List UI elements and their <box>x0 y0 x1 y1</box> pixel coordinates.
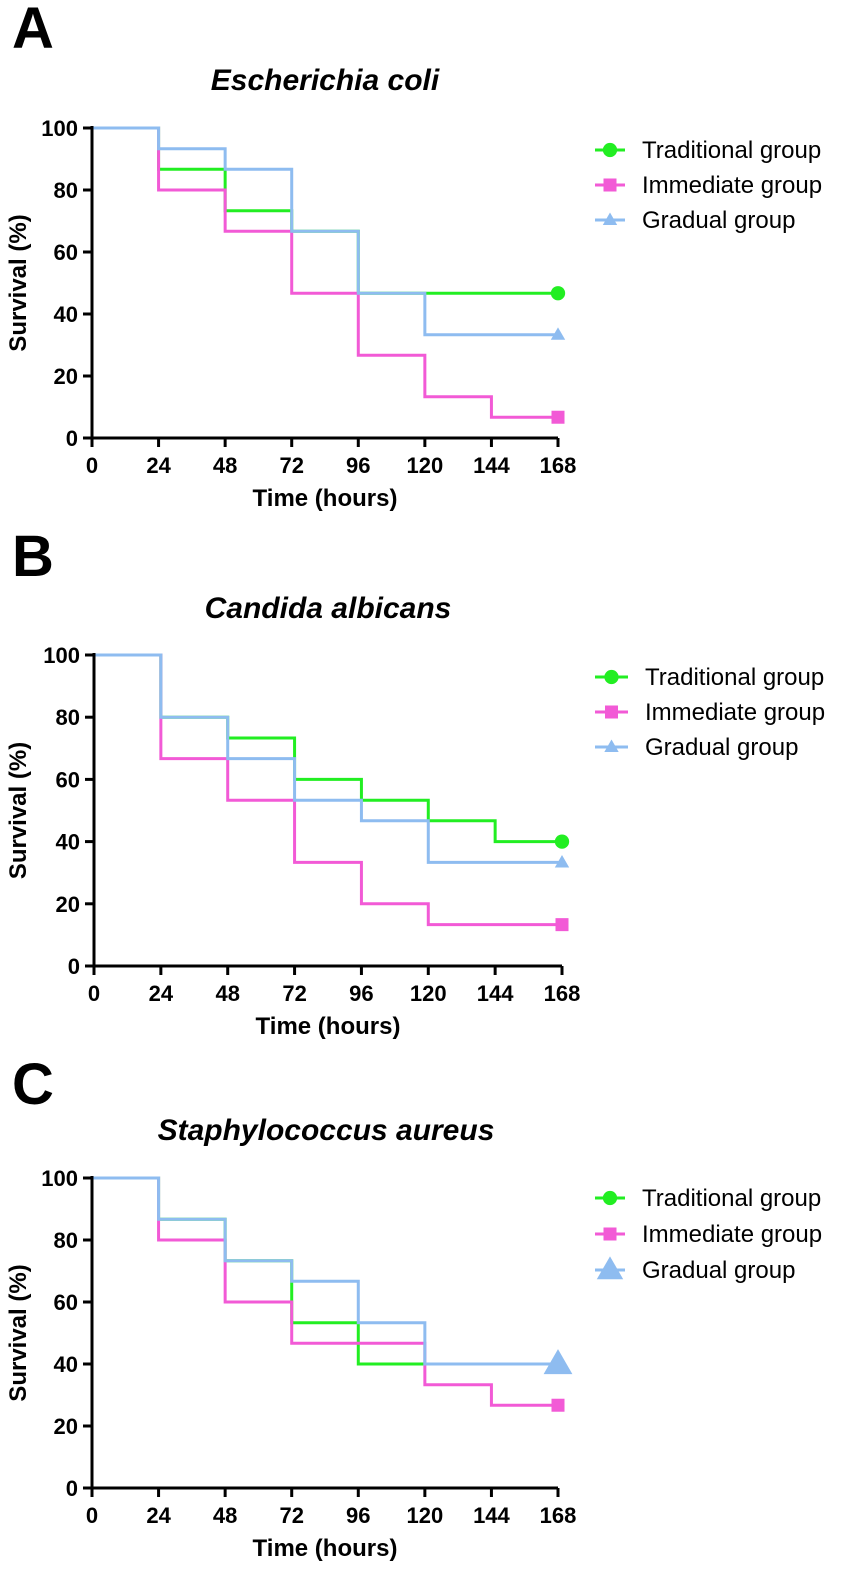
series-end-marker <box>543 1349 573 1375</box>
x-tick-label: 24 <box>146 453 171 478</box>
y-tick-label: 80 <box>56 705 80 730</box>
legend: Traditional group Immediate group Gradual … <box>595 137 822 234</box>
legend-marker <box>604 669 619 685</box>
x-tick-label: 48 <box>215 981 239 1006</box>
legend-label: Gradual group <box>642 207 795 234</box>
series-line-immediate-group <box>92 126 558 419</box>
x-tick-label: 0 <box>88 981 100 1006</box>
chart-title: Candida albicans <box>205 592 452 625</box>
y-tick-label: 60 <box>54 1290 78 1315</box>
legend-label: Gradual group <box>642 1257 795 1284</box>
x-tick-label: 24 <box>146 1503 171 1528</box>
x-tick-label: 96 <box>346 453 370 478</box>
series-end-marker <box>551 1398 565 1412</box>
x-tick-label: 144 <box>473 1503 510 1528</box>
legend-marker <box>596 1256 624 1280</box>
series-end-marker <box>554 854 570 868</box>
x-axis-label: Time (hours) <box>256 1013 401 1040</box>
y-axis-label: Survival (%) <box>5 1264 32 1401</box>
x-tick-label: 168 <box>540 453 577 478</box>
x-tick-label: 72 <box>279 453 303 478</box>
y-tick-label: 40 <box>54 302 78 327</box>
chart-staphylococcus-aureus: Staphylococcus aureus 0 20 40 60 80 100 0 24 48 72… <box>5 1114 822 1562</box>
series-line-immediate-group <box>92 1176 558 1407</box>
legend-label: Traditional group <box>642 137 821 164</box>
x-axis-label: Time (hours) <box>253 485 398 512</box>
chart-title: Escherichia coli <box>211 64 440 97</box>
panel-letter: B <box>12 524 54 589</box>
y-tick-label: 0 <box>68 954 80 979</box>
legend: Traditional group Immediate group Gradual … <box>595 664 825 761</box>
x-axis-label: Time (hours) <box>253 1535 398 1562</box>
legend-label: Immediate group <box>642 172 822 199</box>
x-tick-label: 72 <box>279 1503 303 1528</box>
y-tick-label: 40 <box>54 1352 78 1377</box>
legend-label: Traditional group <box>645 664 824 691</box>
legend-marker <box>603 178 617 192</box>
series-end-marker <box>555 918 569 932</box>
series-end-marker <box>550 286 566 301</box>
panel-letter: A <box>12 0 54 61</box>
panel-b: B Candida albicans 0 20 40 60 80 100 0 24 48 72 96 1… <box>0 528 851 1056</box>
legend-label: Immediate group <box>642 1221 822 1248</box>
y-tick-label: 100 <box>41 1166 78 1191</box>
x-tick-label: 168 <box>544 981 581 1006</box>
y-tick-label: 20 <box>54 364 78 389</box>
y-tick-label: 100 <box>43 643 80 668</box>
y-tick-label: 100 <box>41 116 78 141</box>
chart-candida-albicans: Candida albicans 0 20 40 60 80 100 0 24 48 72 96 120… <box>5 592 825 1040</box>
x-tick-label: 120 <box>406 1503 443 1528</box>
series-line-immediate-group <box>94 653 562 927</box>
legend-marker <box>604 739 619 753</box>
legend-label: Immediate group <box>645 699 825 726</box>
legend-label: Traditional group <box>642 1185 821 1212</box>
panel-a: A Escherichia coli 0 20 40 60 80 100 0 24 48 72 96 1… <box>0 0 851 528</box>
series-line-gradual-group <box>92 1176 558 1366</box>
series-end-marker <box>551 410 565 424</box>
y-axis-label: Survival (%) <box>5 214 32 351</box>
legend-marker <box>602 1190 618 1206</box>
y-tick-label: 80 <box>54 1228 78 1253</box>
x-tick-label: 48 <box>213 1503 237 1528</box>
legend: Traditional group Immediate group Gradual … <box>595 1185 822 1284</box>
legend-marker <box>602 142 618 158</box>
y-tick-label: 0 <box>66 1476 78 1501</box>
y-tick-label: 40 <box>56 830 80 855</box>
chart-escherichia-coli: Escherichia coli 0 20 40 60 80 100 0 24 48 72 96 120… <box>5 64 822 512</box>
x-tick-label: 144 <box>473 453 510 478</box>
series-end-marker <box>554 834 570 849</box>
y-axis-label: Survival (%) <box>5 742 32 879</box>
x-tick-label: 96 <box>346 1503 370 1528</box>
panel-letter: C <box>12 1052 54 1117</box>
y-tick-label: 20 <box>54 1414 78 1439</box>
series-line-gradual-group <box>92 126 558 337</box>
y-tick-label: 60 <box>54 240 78 265</box>
y-tick-label: 60 <box>56 767 80 792</box>
series-line-traditional-group <box>92 1176 558 1366</box>
y-tick-label: 20 <box>56 892 80 917</box>
x-tick-label: 72 <box>282 981 306 1006</box>
x-tick-label: 168 <box>540 1503 577 1528</box>
series-end-marker <box>550 327 566 340</box>
x-tick-label: 120 <box>406 453 443 478</box>
legend-marker <box>605 705 618 719</box>
x-tick-label: 0 <box>86 453 98 478</box>
y-tick-label: 0 <box>66 426 78 451</box>
series-line-traditional-group <box>94 653 562 844</box>
x-tick-label: 48 <box>213 453 237 478</box>
x-tick-label: 120 <box>410 981 447 1006</box>
chart-title: Staphylococcus aureus <box>158 1114 495 1147</box>
x-tick-label: 24 <box>149 981 174 1006</box>
panel-c: C Staphylococcus aureus 0 20 40 60 80 100 0 24 48… <box>0 1056 851 1584</box>
y-tick-label: 80 <box>54 178 78 203</box>
legend-label: Gradual group <box>645 734 798 761</box>
legend-marker <box>602 212 618 226</box>
series-line-traditional-group <box>92 126 558 295</box>
legend-marker <box>603 1227 617 1241</box>
series-line-gradual-group <box>94 653 562 864</box>
x-tick-label: 144 <box>477 981 514 1006</box>
x-tick-label: 96 <box>349 981 373 1006</box>
x-tick-label: 0 <box>86 1503 98 1528</box>
